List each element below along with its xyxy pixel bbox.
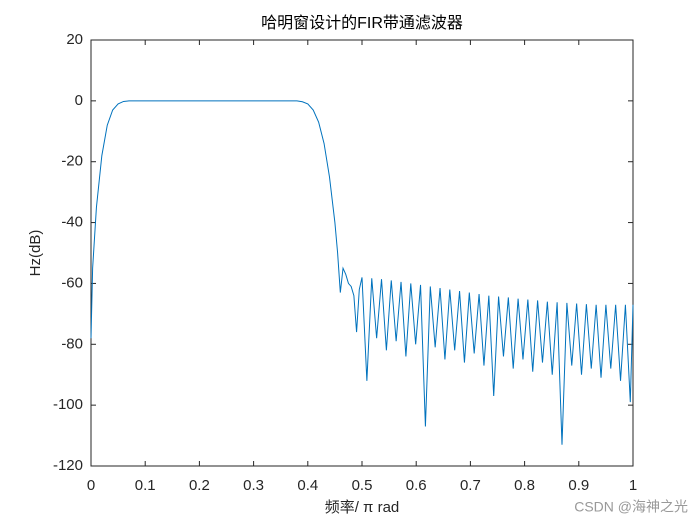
y-tick-label: -80 (61, 335, 83, 352)
x-tick-label: 0.8 (514, 477, 535, 494)
x-tick-label: 0.4 (297, 477, 318, 494)
y-tick-label: -20 (61, 153, 83, 170)
x-tick-label: 0 (87, 477, 95, 494)
x-tick-label: 0.7 (460, 477, 481, 494)
y-tick-label: -40 (61, 214, 83, 231)
y-tick-label: 20 (66, 31, 83, 48)
x-tick-label: 0.6 (406, 477, 427, 494)
y-tick-label: -120 (53, 457, 83, 474)
watermark: CSDN @海神之光 (574, 499, 688, 515)
x-tick-label: 0.5 (352, 477, 373, 494)
y-tick-label: 0 (75, 92, 83, 109)
x-axis-label: 频率/ π rad (325, 499, 400, 516)
y-tick-label: -100 (53, 396, 83, 413)
line (90, 100, 634, 445)
chart-title: 哈明窗设计的FIR带通滤波器 (261, 14, 463, 32)
x-tick-label: 0.3 (243, 477, 264, 494)
y-tick-label: -60 (61, 274, 83, 291)
x-tick-label: 1 (629, 477, 637, 494)
x-tick-label: 0.1 (135, 477, 156, 494)
x-tick-label: 0.2 (189, 477, 210, 494)
plot-area (90, 39, 634, 467)
y-axis-label: Hz(dB) (27, 230, 44, 277)
x-tick-label: 0.9 (568, 477, 589, 494)
